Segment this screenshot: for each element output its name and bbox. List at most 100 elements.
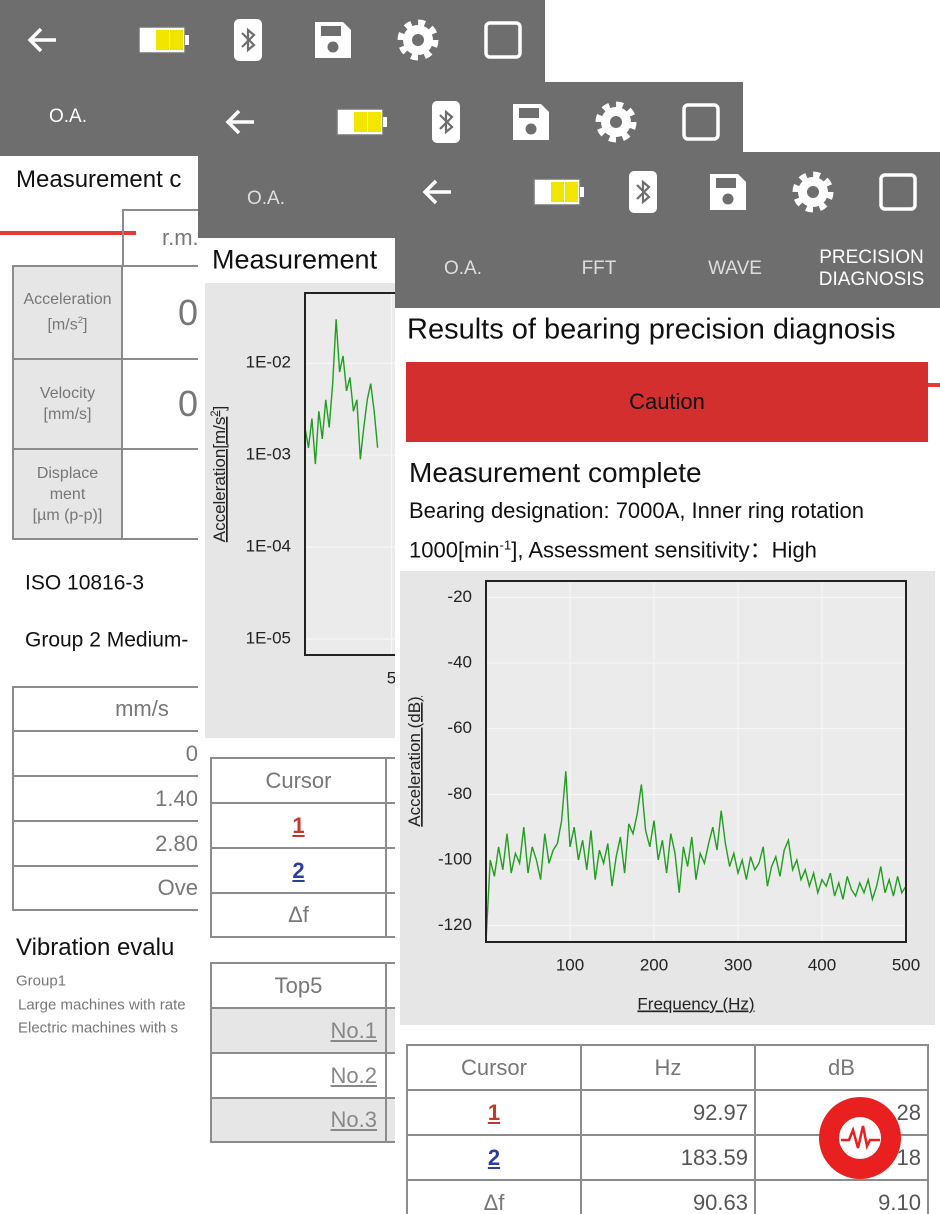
rank-cell: No.2 <box>210 1052 387 1099</box>
info-text: ], Assessment sensitivity：High <box>511 537 817 563</box>
rank-link[interactable]: No.1 <box>330 1017 377 1043</box>
row-label: Velocity [mm/s] <box>12 358 123 450</box>
y-tick-label: -100 <box>438 849 472 868</box>
top-bar <box>198 82 743 162</box>
y-axis-label-text: Acceleration (dB) <box>405 696 424 826</box>
header-text: r.m. <box>162 225 199 250</box>
table-header: Cursor <box>406 1044 582 1091</box>
info: 1000[min-1], Assessment sensitivity：High <box>409 538 817 561</box>
unit-text: [m/s <box>47 316 78 334</box>
unit: [m/s2] <box>47 310 87 335</box>
delta-label: Δf <box>288 902 309 927</box>
measure-button[interactable] <box>818 1096 902 1180</box>
top-bar <box>395 152 940 232</box>
x-tick-label: 500 <box>892 955 920 974</box>
heading: Measurement <box>212 244 378 275</box>
table-header: Cursor <box>210 757 387 804</box>
y-tick-label: -60 <box>447 718 472 737</box>
battery-icon <box>533 178 585 206</box>
rank-link[interactable]: No.2 <box>330 1062 377 1088</box>
top-bar <box>0 0 545 80</box>
title: Results of bearing precision diagnosis <box>407 313 896 346</box>
tab[interactable]: PRECISION DIAGNOSIS <box>818 247 925 290</box>
rank-link[interactable]: No.3 <box>330 1107 377 1132</box>
tab-bar: O.A. FFT WAVE PRECISION DIAGNOSIS <box>395 230 940 387</box>
settings-button[interactable] <box>796 175 830 209</box>
y-tick-label: 1E-05 <box>246 628 291 647</box>
x-tick-label: 300 <box>724 955 752 974</box>
standard: ISO 10816-3 <box>25 571 145 595</box>
x-tick-label: 100 <box>556 955 584 974</box>
back-button[interactable] <box>28 27 58 53</box>
cursor-cell: 2 <box>406 1134 582 1181</box>
db: 18 <box>896 1144 921 1170</box>
table-header: dB <box>754 1044 929 1091</box>
plot-border <box>485 580 907 943</box>
settings-button[interactable] <box>599 105 633 139</box>
plot-area <box>486 581 906 942</box>
series-line <box>304 319 379 465</box>
zone: 0 <box>185 740 198 766</box>
note: Large machines with rate <box>18 996 186 1014</box>
y-axis-label: Acceleration (dB) <box>405 696 424 826</box>
window-button[interactable] <box>682 103 720 141</box>
y-tick-label: -40 <box>447 653 472 672</box>
header-text: Cursor <box>460 1054 527 1080</box>
table-cell: 183.59 <box>580 1134 756 1181</box>
db: 28 <box>896 1099 921 1125</box>
cursor-link[interactable]: 2 <box>292 857 305 883</box>
db: 9.10 <box>878 1189 921 1214</box>
status-banner: Caution <box>406 362 928 442</box>
table-header: Top5 <box>210 962 387 1009</box>
bluetooth-button[interactable] <box>628 170 658 214</box>
x-axis-label: Frequency (Hz) <box>637 994 754 1013</box>
delta-label: Δf <box>483 1189 505 1214</box>
note: Electric machines with s <box>18 1019 179 1037</box>
y-axis-label-text: Acceleration[m/s <box>210 417 229 543</box>
window-button[interactable] <box>879 173 917 211</box>
value: 0 <box>178 383 199 424</box>
y-axis-label: Acceleration[m/s2] <box>209 406 230 543</box>
save-button[interactable] <box>710 174 746 210</box>
status: Caution <box>629 389 705 414</box>
zone: 1.40 <box>155 785 198 811</box>
note: Group1 <box>16 972 67 990</box>
tab[interactable]: FFT <box>581 258 617 279</box>
unit: [mm/s] <box>43 406 92 423</box>
row-label: Displace ment [µm (p-p)] <box>12 448 123 540</box>
tab[interactable]: O.A. <box>48 106 87 127</box>
heading: Measurement c <box>16 166 182 193</box>
x-tick-label: 5 <box>387 668 396 687</box>
tab-indicator <box>0 231 136 235</box>
bluetooth-button[interactable] <box>431 100 461 144</box>
unit: [µm (p-p)] <box>32 506 103 524</box>
back-button[interactable] <box>226 109 256 135</box>
settings-button[interactable] <box>401 23 435 57</box>
back-button[interactable] <box>423 179 453 205</box>
save-button[interactable] <box>513 104 549 140</box>
y-tick-label: 1E-02 <box>246 353 291 372</box>
cursor-link[interactable]: 1 <box>487 1099 501 1125</box>
save-button[interactable] <box>315 22 351 58</box>
tab[interactable]: O.A. <box>443 258 482 279</box>
tab[interactable]: WAVE <box>708 258 762 279</box>
chart-panel: -20 -40 -60 -80 -100 -120 100 200 300 400 500 Frequ… <box>400 571 935 1025</box>
header-text: dB <box>828 1054 855 1080</box>
zone: 2.80 <box>155 830 198 856</box>
hz: 183.59 <box>680 1144 748 1170</box>
heading: Measurement complete <box>409 457 702 488</box>
x-tick-label: 200 <box>640 955 668 974</box>
table-cell: 90.63 <box>580 1179 756 1214</box>
cursor-link[interactable]: 1 <box>292 812 305 838</box>
unit-sup: 2 <box>77 315 84 327</box>
label: Acceleration <box>23 291 112 309</box>
bluetooth-button[interactable] <box>233 18 263 62</box>
window-button[interactable] <box>484 21 522 59</box>
info: Bearing designation: 7000A, Inner ring r… <box>409 498 864 523</box>
rank-cell: No.1 <box>210 1007 387 1054</box>
rank-cell: No.3 <box>210 1097 387 1143</box>
y-tick-label: 1E-04 <box>246 537 291 556</box>
cursor-link[interactable]: 2 <box>487 1144 501 1170</box>
tab[interactable]: O.A. <box>246 188 285 209</box>
